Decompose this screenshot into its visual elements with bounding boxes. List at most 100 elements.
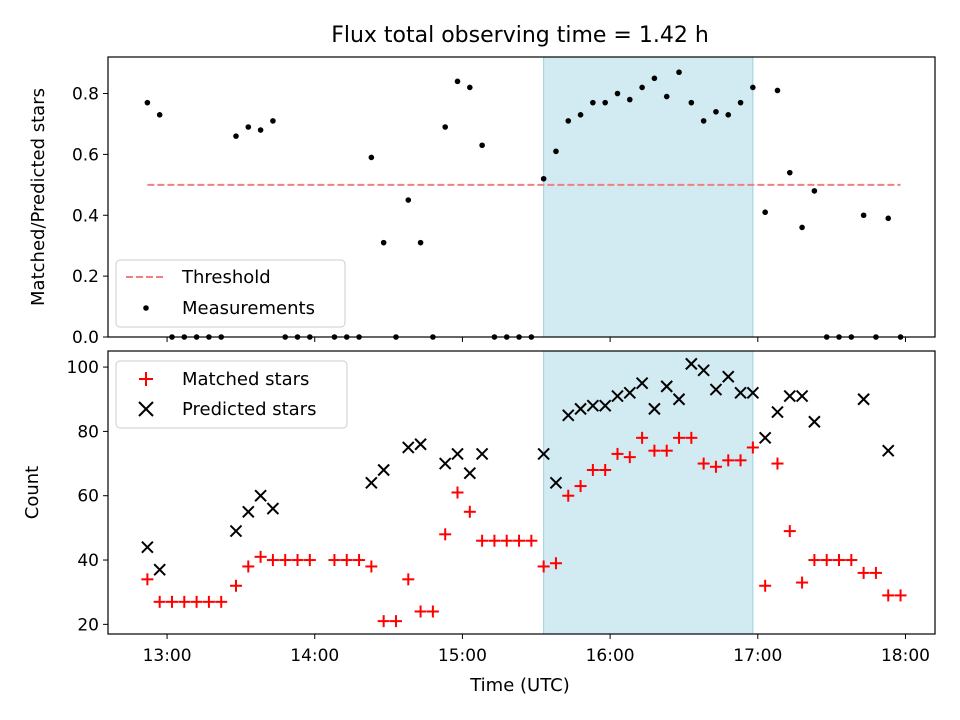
measurement-points	[144, 69, 904, 340]
matched-star-point	[353, 554, 366, 567]
matched-star-point	[783, 525, 796, 538]
matched-star-point	[266, 554, 279, 567]
measurement-point	[405, 197, 412, 203]
predicted-star-point	[229, 524, 243, 538]
measurement-point	[885, 215, 892, 222]
measurement-point	[786, 169, 793, 176]
predicted-star-point	[574, 402, 587, 416]
matched-star-point	[215, 595, 228, 608]
matched-star-point	[808, 554, 821, 567]
predicted-star-point	[672, 393, 686, 406]
matched-star-point	[229, 579, 242, 592]
predicted-star-point	[141, 540, 154, 554]
matched-star-point	[513, 534, 526, 547]
top-y-tick-label: 0.8	[72, 85, 99, 105]
measurement-point	[651, 75, 658, 82]
top-y-tick-label: 0.0	[72, 328, 99, 348]
matched-star-point	[869, 566, 882, 579]
matched-star-point	[377, 615, 390, 628]
predicted-star-point	[377, 463, 390, 477]
measurement-point	[614, 90, 621, 97]
matched-star-point	[549, 557, 562, 570]
predicted-star-point	[549, 476, 563, 490]
predicted-star-point	[660, 380, 673, 393]
top-highlight-span	[543, 56, 754, 338]
matched-star-point	[141, 573, 154, 586]
top-axes-frame	[107, 56, 936, 338]
matched-star-point	[402, 573, 415, 586]
matched-star-point	[451, 486, 464, 499]
measurement-point	[762, 209, 768, 216]
predicted-star-point	[722, 370, 735, 383]
legend-matched-swatch	[139, 372, 153, 386]
measurement-point	[676, 69, 682, 76]
legend-measurements-swatch	[143, 305, 149, 311]
measurement-point	[540, 175, 547, 182]
matched-star-point	[488, 534, 501, 547]
matched-star-point	[623, 451, 636, 464]
matched-star-point	[734, 454, 747, 467]
bottom-legend: Matched stars Predicted stars	[115, 360, 348, 429]
matched-star-point	[153, 595, 166, 608]
x-tick-label: 14:00	[290, 646, 339, 666]
predicted-star-point	[463, 466, 477, 480]
measurement-point	[233, 133, 239, 139]
top-y-axis: 0.0 0.2 0.4 0.6 0.8	[72, 85, 108, 348]
matched-star-point	[476, 534, 489, 547]
top-panel: 0.00.20.40.60.8 Matched/Predicted stars …	[28, 56, 936, 348]
matched-star-point	[833, 554, 846, 567]
matched-star-point	[771, 457, 784, 470]
matched-star-point	[537, 560, 550, 573]
matched-star-point	[328, 554, 341, 567]
matched-star-point	[525, 534, 538, 547]
bottom-y-axis: 20 40 60 80 100	[67, 358, 108, 635]
measurement-point	[479, 142, 485, 149]
top-y-tick-label: 0.4	[72, 206, 99, 226]
legend-threshold-label: Threshold	[181, 267, 271, 288]
matched-star-point	[857, 566, 870, 579]
top-y-axis-label: Matched/Predicted stars	[28, 88, 49, 306]
predicted-star-point	[153, 563, 166, 576]
predicted-star-point	[611, 389, 624, 403]
bottom-y-tick-label: 60	[77, 487, 99, 507]
matched-star-point	[586, 463, 599, 476]
matched-star-point	[894, 589, 907, 602]
predicted-star-point	[758, 431, 772, 445]
predicted-star-point	[586, 399, 600, 412]
matched-star-point	[759, 579, 772, 592]
measurement-point	[417, 239, 424, 246]
legend-matched-label: Matched stars	[182, 369, 309, 390]
predicted-star-point	[414, 438, 427, 451]
x-tick-label: 16:00	[586, 646, 635, 666]
predicted-star-point	[746, 386, 760, 400]
measurement-point	[270, 118, 276, 124]
matched-star-point	[365, 560, 378, 573]
bottom-y-tick-label: 100	[67, 358, 99, 378]
predicted-star-point	[623, 386, 637, 400]
matched-star-point	[796, 576, 809, 589]
matched-star-point	[463, 505, 476, 518]
predicted-star-point	[254, 489, 267, 502]
matched-star-point	[697, 457, 710, 470]
legend-predicted-label: Predicted stars	[182, 399, 316, 420]
measurement-point	[737, 99, 744, 106]
measurement-point	[713, 108, 719, 115]
top-y-tick-label: 0.6	[72, 145, 99, 165]
predicted-star-point	[537, 447, 550, 461]
bottom-legend-box	[115, 360, 348, 429]
x-axis-label: Time (UTC)	[469, 675, 570, 696]
predicted-stars-points	[141, 357, 895, 576]
matched-stars-points	[141, 431, 907, 628]
matched-star-point	[648, 444, 661, 457]
measurement-point	[442, 124, 448, 130]
measurement-point	[245, 124, 252, 130]
bottom-x-axis: 13:00 14:00 15:00 16:00 17:00 18:00	[143, 634, 930, 666]
measurement-point	[639, 84, 645, 91]
measurement-point	[700, 118, 707, 124]
measurement-point	[602, 99, 608, 106]
measurement-point	[663, 93, 670, 100]
measurement-point	[750, 84, 756, 91]
matched-star-point	[673, 431, 686, 444]
matched-star-point	[190, 595, 203, 608]
matched-star-point	[599, 463, 612, 476]
